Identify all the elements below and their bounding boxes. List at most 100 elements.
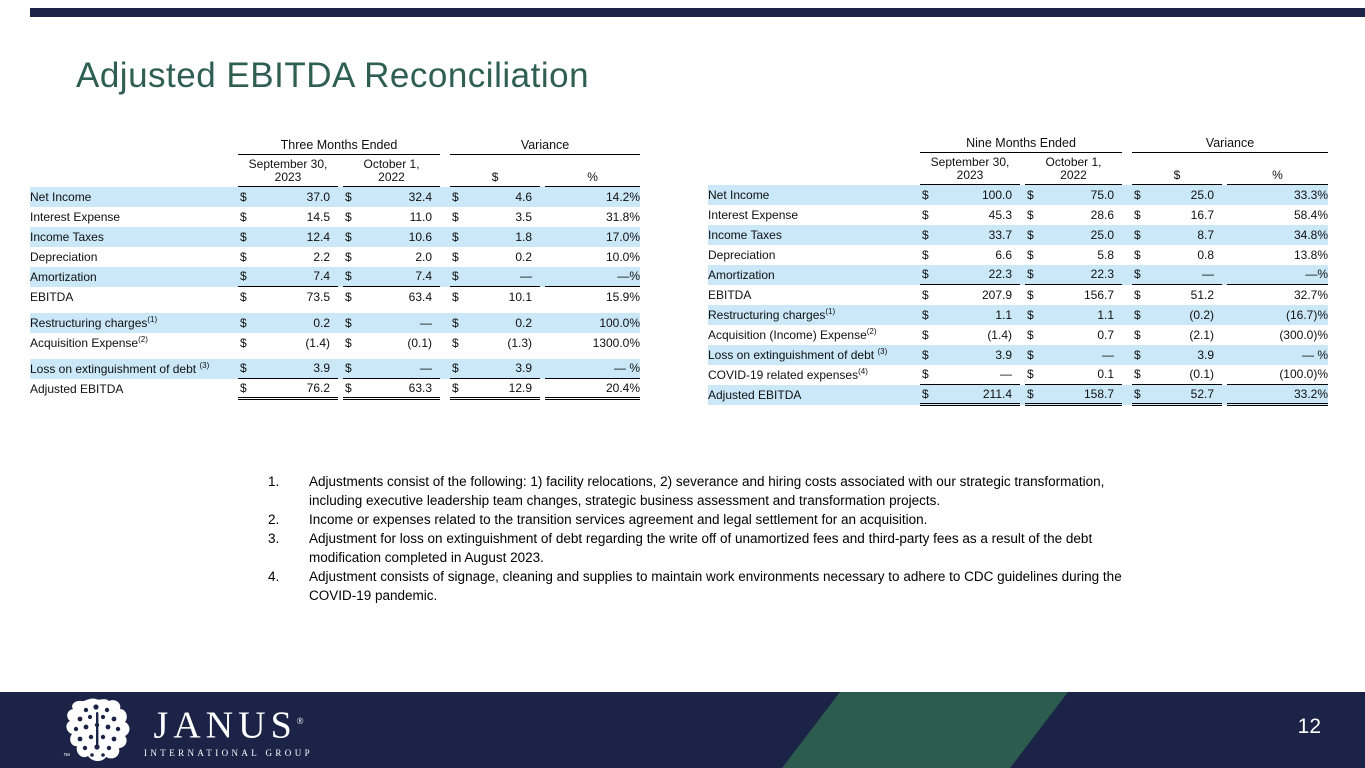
- row-label: Net Income: [30, 189, 92, 204]
- row-amount: $0.2: [452, 315, 533, 330]
- currency-symbol: $: [1134, 307, 1141, 322]
- row-label: Amortization: [30, 269, 97, 284]
- currency-symbol: $: [452, 189, 459, 204]
- currency-symbol: $: [922, 347, 929, 362]
- row-amount: $32.4: [345, 189, 433, 204]
- table-row: Net Income $37.0 $32.4 $4.6 14.2%: [30, 186, 641, 207]
- table-group-header-row: Nine Months Ended Variance: [708, 135, 1329, 153]
- table-row: Loss on extinguishment of debt (3) $3.9 $ —…: [30, 358, 641, 379]
- row-amount: $37.0: [240, 189, 330, 204]
- row-variance-percent: 58.4%: [1293, 207, 1329, 222]
- table-group-header-row: Three Months Ended Variance: [30, 137, 641, 155]
- currency-symbol: $: [1134, 327, 1141, 342]
- row-amount: $33.7: [922, 227, 1012, 242]
- currency-symbol: $: [1134, 207, 1141, 222]
- currency-symbol: $: [452, 315, 459, 330]
- currency-symbol: $: [1027, 267, 1034, 282]
- row-amount: $28.6: [1027, 207, 1115, 222]
- row-variance-percent: 34.8%: [1293, 227, 1329, 242]
- table-row: Amortization $22.3 $22.3 $ — —%: [708, 264, 1329, 285]
- row-amount: $11.0: [345, 209, 433, 224]
- row-amount: $ —: [1027, 347, 1115, 362]
- row-variance-percent: —%: [545, 266, 641, 287]
- currency-symbol: $: [345, 229, 352, 244]
- row-amount: $63.3: [343, 378, 441, 400]
- row-amount: $7.4: [238, 266, 338, 287]
- row-label: Income Taxes: [30, 229, 104, 244]
- row-amount: $5.8: [1027, 247, 1115, 262]
- logo-wordmark: JANUS®: [153, 704, 304, 747]
- table-row: Acquisition Expense(2) $ (1.4) $ (0.1) $ (1.3)…: [30, 333, 640, 353]
- currency-symbol: $: [240, 289, 247, 304]
- row-amount: $14.5: [240, 209, 330, 224]
- currency-symbol: $: [345, 289, 352, 304]
- table-spacer-row: [30, 352, 641, 359]
- row-amount: $211.4: [920, 384, 1020, 406]
- row-amount: $0.7: [1027, 327, 1115, 342]
- janus-head-icon: ™: [62, 698, 134, 762]
- row-amount: $100.0: [922, 187, 1012, 202]
- currency-symbol: $: [1134, 347, 1141, 362]
- row-amount: $3.9: [238, 358, 338, 379]
- row-amount: $0.8: [1134, 247, 1215, 262]
- variance-group-header: Variance: [450, 137, 641, 155]
- row-label: EBITDA: [708, 287, 752, 302]
- row-amount: $156.7: [1027, 287, 1115, 302]
- row-amount: $ —: [1132, 264, 1223, 285]
- table-row: Loss on extinguishment of debt (3) $3.9 $ —…: [708, 344, 1329, 365]
- table-nine-months-ended: Nine Months Ended Variance September 30,…: [708, 135, 1329, 406]
- row-variance-percent: 1300.0%: [592, 335, 641, 350]
- row-amount: $6.6: [922, 247, 1012, 262]
- row-amount: $3.9: [922, 347, 1012, 362]
- col-header-variance-percent: %: [1227, 152, 1329, 185]
- currency-symbol: $: [240, 315, 247, 330]
- currency-symbol: $: [1134, 367, 1141, 382]
- table-row: Adjusted EBITDA $76.2 $63.3 $12.9 20.4%: [30, 378, 641, 400]
- currency-symbol: $: [1027, 287, 1034, 302]
- table-three-months-ended: Three Months Ended Variance September 30…: [30, 137, 641, 400]
- currency-symbol: $: [240, 249, 247, 264]
- row-label: EBITDA: [30, 289, 74, 304]
- currency-symbol: $: [1027, 207, 1034, 222]
- row-variance-percent: 100.0%: [599, 315, 641, 330]
- currency-symbol: $: [452, 249, 459, 264]
- row-amount: $1.8: [452, 229, 533, 244]
- table-row: Net Income $100.0 $75.0 $25.0 33.3%: [708, 184, 1329, 205]
- currency-symbol: $: [922, 287, 929, 302]
- period-group-header: Nine Months Ended: [920, 135, 1123, 153]
- table-row: Income Taxes $12.4 $10.6 $1.8 17.0%: [30, 226, 641, 247]
- row-variance-percent: 17.0%: [606, 229, 641, 244]
- col-header-variance-percent: %: [545, 154, 641, 187]
- row-amount: $158.7: [1025, 384, 1123, 406]
- table-row: Interest Expense $14.5 $11.0 $3.5 31.8%: [30, 207, 640, 227]
- currency-symbol: $: [452, 381, 459, 395]
- currency-symbol: $: [240, 229, 247, 244]
- row-amount: $4.6: [452, 189, 533, 204]
- col-header-variance-dollar: $: [450, 154, 541, 187]
- currency-symbol: $: [452, 209, 459, 224]
- row-variance-percent: 32.7%: [1293, 287, 1329, 302]
- row-amount: $2.0: [345, 249, 433, 264]
- footnote-item: Adjustment consists of signage, cleaning…: [268, 567, 1122, 603]
- row-label: Interest Expense: [708, 207, 799, 222]
- row-amount: $22.3: [1025, 264, 1123, 285]
- currency-symbol: $: [1134, 267, 1141, 282]
- row-label: Amortization: [708, 267, 775, 282]
- table-row: Amortization $7.4 $7.4 $ — —%: [30, 266, 641, 287]
- row-amount: $7.4: [343, 266, 441, 287]
- row-amount: $ (1.4): [240, 335, 330, 350]
- currency-symbol: $: [1027, 227, 1034, 242]
- row-label: Loss on extinguishment of debt (3): [708, 346, 888, 362]
- currency-symbol: $: [1027, 327, 1034, 342]
- row-amount: $1.1: [1027, 307, 1115, 322]
- table-row: Income Taxes $33.7 $25.0 $8.7 34.8%: [708, 224, 1329, 245]
- row-amount: $3.9: [1134, 347, 1215, 362]
- row-amount: $76.2: [238, 378, 338, 400]
- row-amount: $ (0.1): [1132, 364, 1223, 385]
- row-variance-percent: (100.0)%: [1227, 364, 1329, 385]
- row-amount: $8.7: [1134, 227, 1215, 242]
- col-header-prior-period: October 1, 2022: [343, 154, 441, 187]
- row-variance-percent: (16.7)%: [1285, 307, 1329, 322]
- currency-symbol: $: [922, 207, 929, 222]
- variance-group-header: Variance: [1132, 135, 1329, 153]
